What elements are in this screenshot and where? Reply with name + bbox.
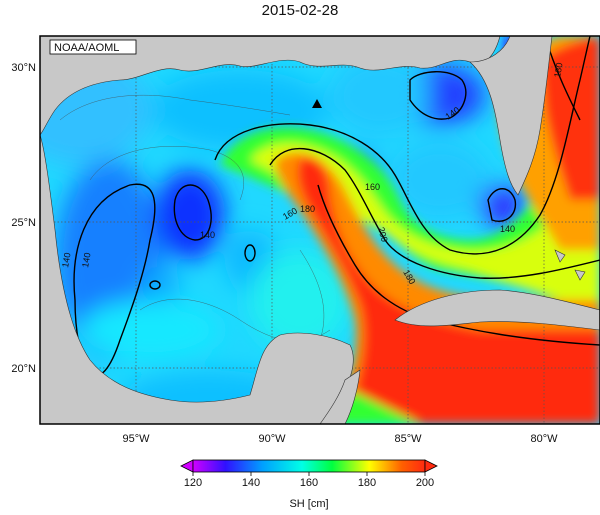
- contour-140-bay: [487, 188, 517, 222]
- colorbar: 120 140 160 180 200 SH [cm]: [180, 459, 438, 510]
- lon-tick-label: 85°W: [394, 433, 422, 445]
- colorbar-tick-label: 140: [242, 477, 260, 489]
- lon-tick-label: 80°W: [530, 433, 558, 445]
- map-title: 2015-02-28: [261, 2, 339, 19]
- lat-tick-label: 20°N: [11, 363, 36, 375]
- colorbar-max-arrow: [424, 459, 438, 473]
- lat-tick-label: 30°N: [11, 62, 36, 74]
- colorbar-tick-label: 200: [416, 477, 434, 489]
- contour-label: 140: [500, 224, 515, 234]
- contour-label: 160: [365, 182, 380, 192]
- contour-200: [317, 184, 600, 346]
- cuba: [394, 289, 600, 331]
- colorbar-tick-label: 120: [184, 477, 202, 489]
- contour-label: 140: [60, 252, 72, 269]
- colorbar-tick-label: 180: [358, 477, 376, 489]
- contour-label: 140: [80, 252, 92, 269]
- contour-label: 180: [552, 62, 564, 79]
- colorbar-min-arrow: [180, 459, 194, 473]
- yucatan-tip: [319, 369, 361, 424]
- contour-180: [269, 148, 600, 279]
- usa-gulf-coast: [40, 36, 501, 136]
- contour-small-b: [149, 280, 161, 290]
- map-field: 140 140 140 140 140 160 160 180 180 180 …: [40, 36, 600, 424]
- contour-label: 140: [200, 230, 215, 240]
- contour-140-east: [409, 71, 467, 120]
- triangle-marker: [312, 99, 322, 108]
- contour-140-center: [173, 184, 212, 241]
- lat-tick-label: 25°N: [11, 217, 36, 229]
- colorbar-gradient: [192, 459, 426, 473]
- contour-label: 180: [300, 204, 315, 214]
- contour-label: 200: [376, 226, 390, 243]
- map-frame: [39, 35, 600, 425]
- credit-text: NOAA/AOML: [54, 42, 119, 54]
- lon-tick-label: 95°W: [122, 433, 150, 445]
- colorbar-ticks: [192, 472, 426, 476]
- loop-current: [220, 36, 600, 424]
- colorbar-tick-label: 160: [300, 477, 318, 489]
- land: [40, 36, 600, 424]
- credit-box: [49, 39, 137, 55]
- colorbar-label: SH [cm]: [289, 498, 328, 510]
- contour-small-a: [244, 244, 256, 262]
- lon-tick-label: 90°W: [258, 433, 286, 445]
- contour-160: [214, 36, 591, 255]
- bahamas: [554, 249, 586, 281]
